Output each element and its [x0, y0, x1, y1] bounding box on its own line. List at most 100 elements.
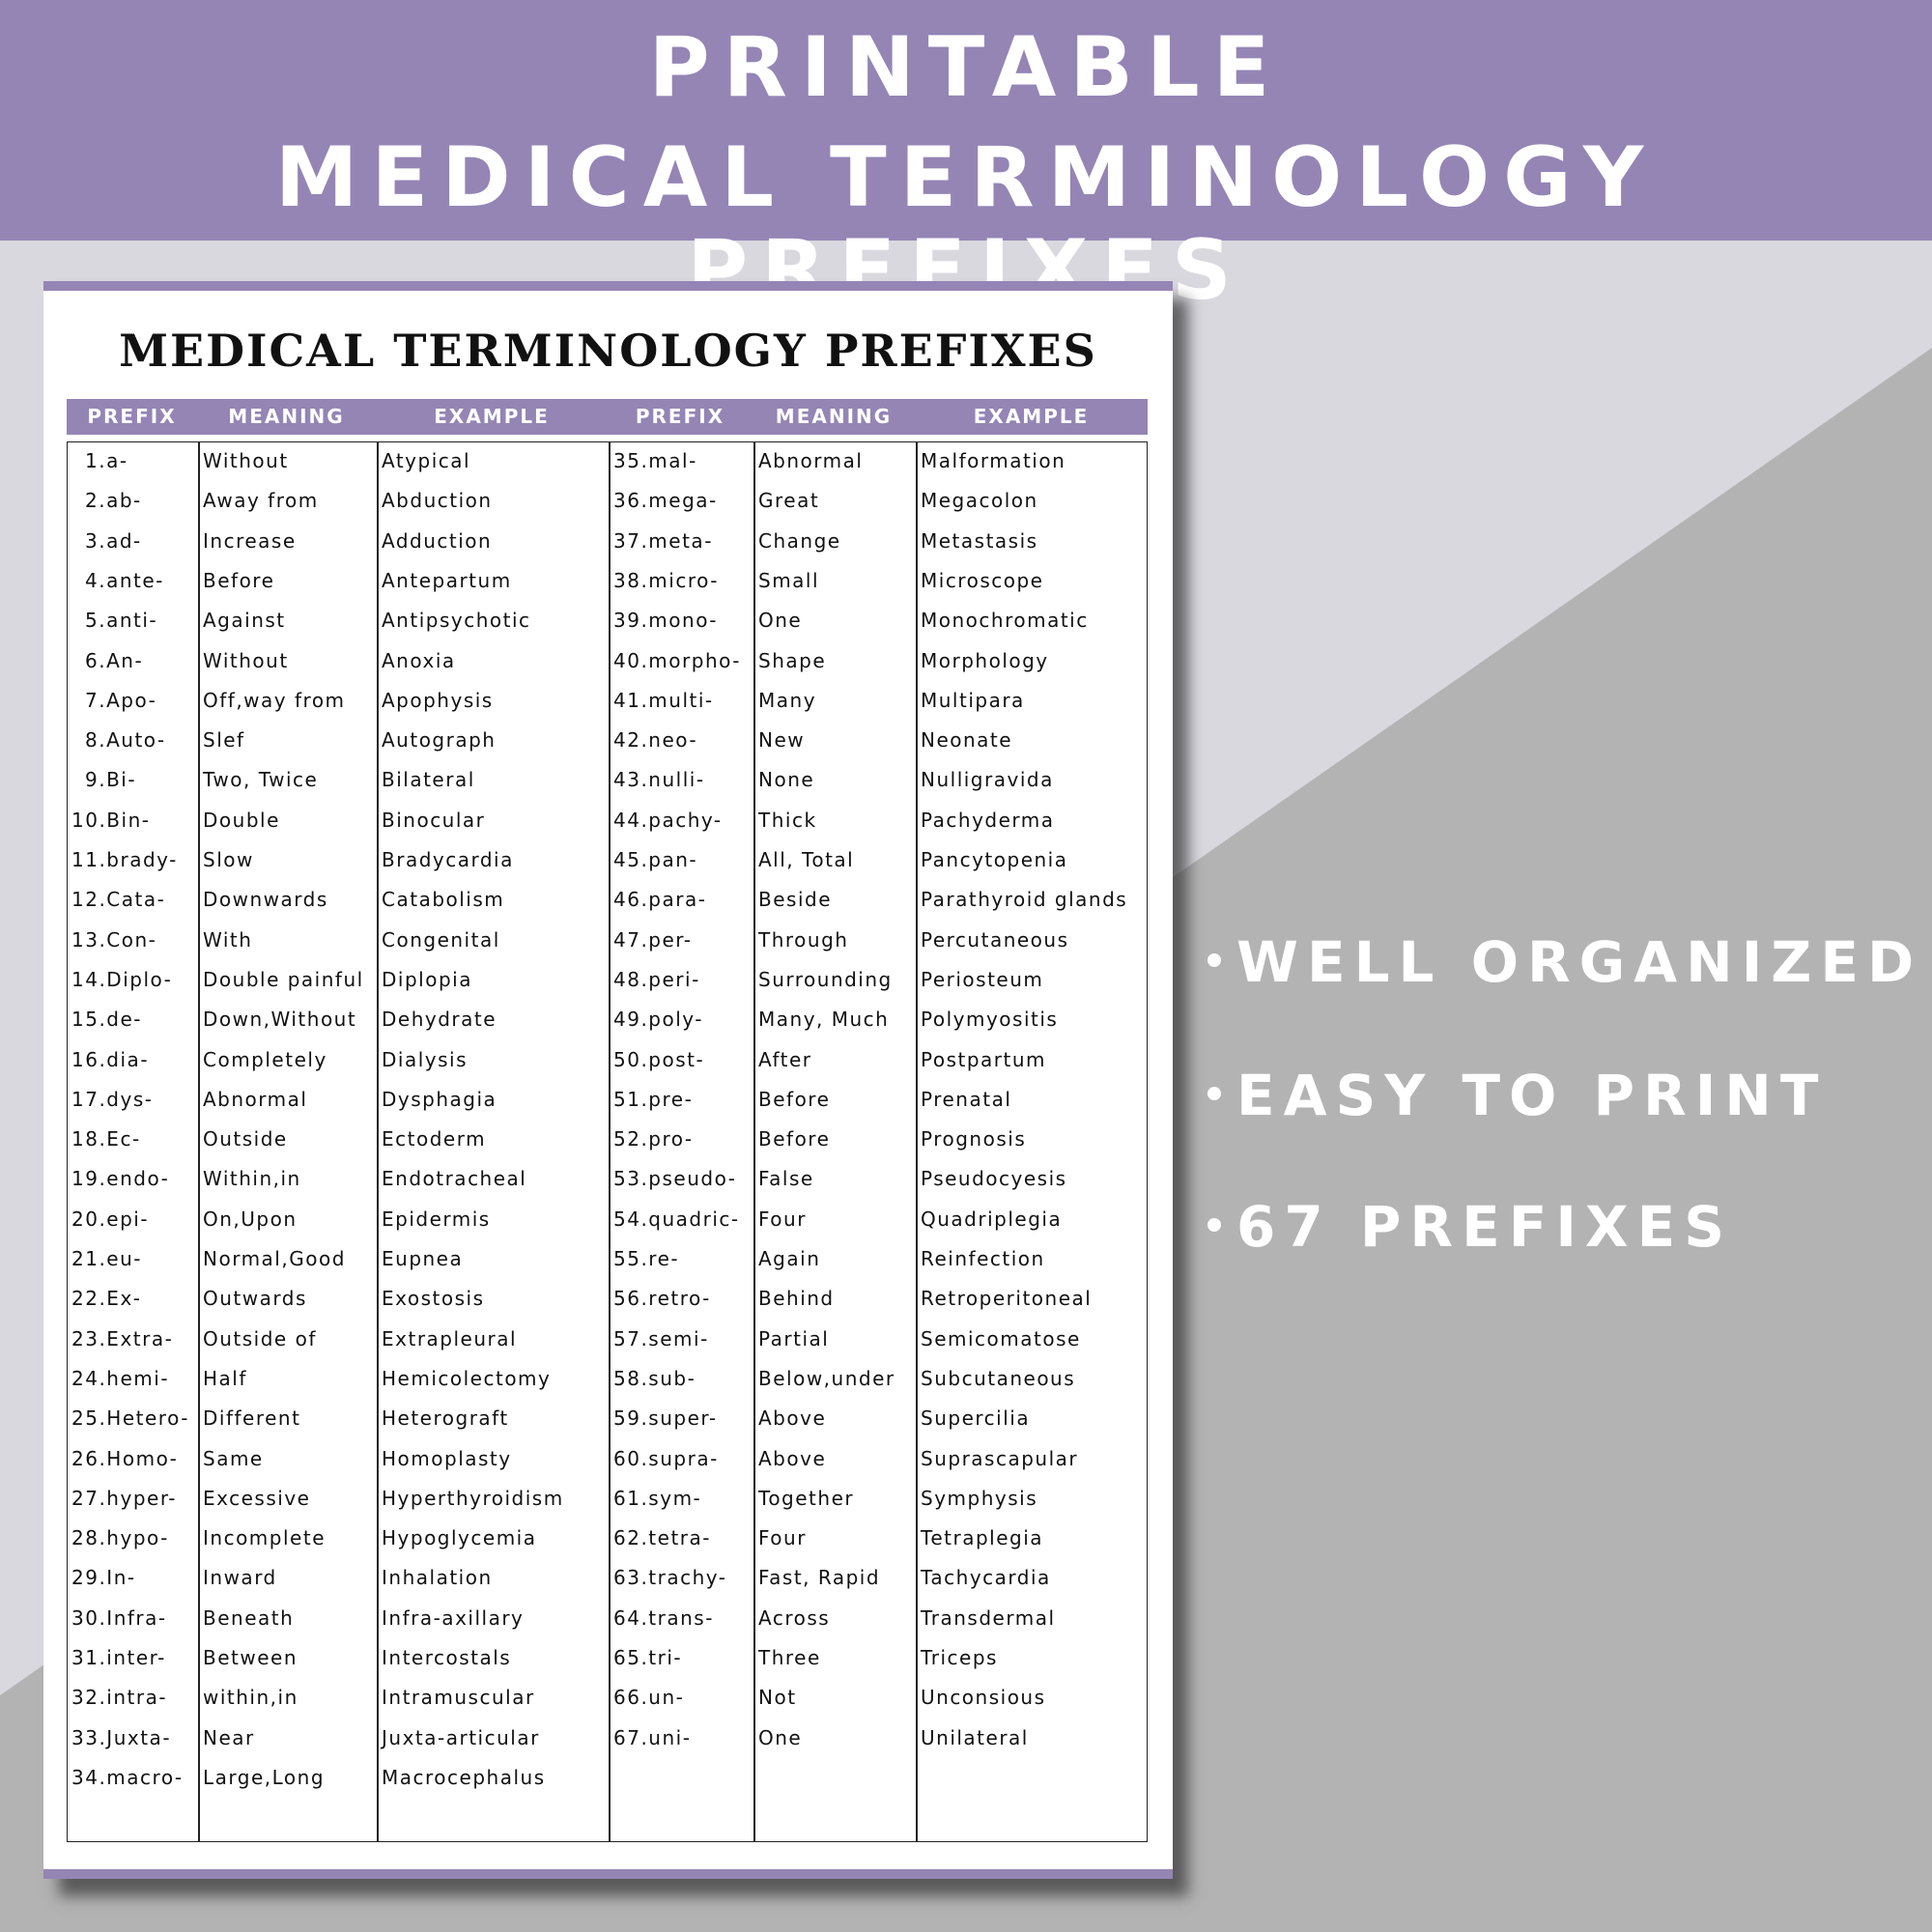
- prefix-cell: 16.dia-: [71, 1047, 150, 1071]
- example-cell: Intercostals: [382, 1646, 512, 1669]
- meaning-cell: Small: [758, 568, 820, 592]
- meaning-cell: Change: [758, 528, 841, 553]
- prefix-cell: 62.tetra-: [613, 1526, 711, 1550]
- prefix-cell: 36.mega-: [613, 489, 718, 513]
- example-cell: Metastasis: [921, 528, 1038, 553]
- example-cell: Extrapleural: [382, 1326, 518, 1350]
- banner-line-1: PRINTABLE: [648, 19, 1284, 116]
- meaning-cell: Incomplete: [203, 1526, 326, 1550]
- example-cell: Atypical: [382, 449, 471, 472]
- prefix-cell: 27.hyper-: [71, 1486, 177, 1510]
- example-cell: Autograph: [382, 728, 497, 753]
- example-cell: Apophysis: [382, 688, 494, 712]
- prefix-cell: 63.trachy-: [613, 1566, 727, 1590]
- example-cell: Pachyderma: [921, 808, 1055, 832]
- meaning-cell: Different: [203, 1406, 301, 1431]
- prefix-cell: 31.inter-: [71, 1646, 166, 1669]
- example-cell: Retroperitoneal: [921, 1287, 1093, 1311]
- bullet-icon: [1208, 1086, 1221, 1100]
- meaning-cell: Partial: [758, 1326, 830, 1350]
- example-cell: Prognosis: [921, 1127, 1027, 1151]
- example-cell: Morphology: [921, 648, 1049, 672]
- prefix-cell: 47.per-: [613, 927, 693, 952]
- header-example-2: EXAMPLE: [973, 405, 1090, 428]
- prefix-cell: 54.quadric-: [613, 1207, 740, 1231]
- meaning-cell: Four: [758, 1207, 807, 1231]
- prefix-cell: 33.Juxta-: [71, 1725, 172, 1749]
- meaning-cell: Fast, Rapid: [758, 1566, 881, 1590]
- prefix-cell: 44.pachy-: [613, 808, 723, 832]
- prefix-cell: 32.intra-: [71, 1686, 168, 1710]
- meaning-cell: Within,in: [203, 1167, 301, 1191]
- meaning-cell: After: [758, 1047, 812, 1071]
- prefix-cell: 49.poly-: [613, 1008, 703, 1032]
- meaning-cell: Below,under: [758, 1366, 895, 1390]
- meaning-cell: Beside: [758, 888, 833, 912]
- meaning-cell: Before: [203, 568, 275, 592]
- prefix-cell: 50.post-: [613, 1047, 705, 1071]
- example-cell: Anoxia: [382, 648, 456, 672]
- prefix-cell: 3.ad-: [85, 528, 142, 553]
- example-cell: Megacolon: [921, 489, 1038, 513]
- banner: PRINTABLE MEDICAL TERMINOLOGY PREFIXES: [0, 0, 1932, 317]
- example-cell: Antipsychotic: [382, 609, 531, 633]
- example-cell: Eupnea: [382, 1247, 464, 1270]
- prefix-cell: 43.nulli-: [613, 768, 705, 792]
- prefix-cell: 66.un-: [613, 1686, 685, 1710]
- example-cell: Antepartum: [382, 568, 512, 592]
- prefix-cell: 5.anti-: [85, 609, 158, 633]
- prefix-cell: 22.Ex-: [71, 1287, 142, 1311]
- prefix-cell: 67.uni-: [613, 1725, 692, 1749]
- prefix-cell: 8.Auto-: [85, 728, 166, 753]
- meaning-cell: Excessive: [203, 1486, 311, 1510]
- example-cell: Symphysis: [921, 1486, 1038, 1510]
- prefix-cell: 42.neo-: [613, 728, 698, 753]
- meaning-cell: Increase: [203, 528, 297, 553]
- meaning-cell: With: [203, 927, 253, 952]
- bullet-icon: [1208, 1217, 1221, 1232]
- meaning-cell: Again: [758, 1247, 821, 1270]
- example-cell: Juxta-articular: [382, 1725, 540, 1749]
- meaning-cell: Not: [758, 1686, 797, 1710]
- meaning-cell: Without: [203, 648, 289, 672]
- prefix-cell: 25.Hetero-: [71, 1406, 189, 1431]
- example-cell: Homoplasty: [382, 1446, 512, 1470]
- document-title: MEDICAL TERMINOLOGY PREFIXES: [119, 325, 1097, 377]
- example-cell: Tetraplegia: [921, 1526, 1044, 1550]
- prefix-cell: 13.Con-: [71, 927, 157, 952]
- meaning-cell: Slef: [203, 728, 245, 753]
- meaning-cell: Two, Twice: [203, 768, 319, 792]
- prefix-cell: 20.epi-: [71, 1207, 150, 1231]
- meaning-cell: Inward: [203, 1566, 277, 1590]
- meaning-cell: Near: [203, 1725, 255, 1749]
- meaning-cell: Between: [203, 1646, 298, 1669]
- prefix-cell: 4.ante-: [85, 568, 164, 592]
- column-divider: [198, 442, 200, 1841]
- example-cell: Monochromatic: [921, 609, 1089, 633]
- meaning-cell: Thick: [758, 808, 817, 832]
- prefix-cell: 26.Homo-: [71, 1446, 179, 1470]
- meaning-cell: Without: [203, 449, 289, 472]
- prefix-cell: 15.de-: [71, 1008, 143, 1032]
- prefix-cell: 9.Bi-: [85, 768, 137, 792]
- meaning-cell: Behind: [758, 1287, 835, 1311]
- example-cell: Adduction: [382, 528, 493, 553]
- example-cell: Dehydrate: [382, 1008, 497, 1032]
- meaning-cell: Double painful: [203, 967, 364, 991]
- prefix-cell: 45.pan-: [613, 848, 698, 871]
- feature-item: EASY TO PRINT: [1208, 1063, 1827, 1128]
- meaning-cell: Downwards: [203, 888, 328, 912]
- example-cell: Reinfection: [921, 1247, 1045, 1270]
- meaning-cell: Abnormal: [203, 1087, 308, 1111]
- example-cell: Hemicolectomy: [382, 1366, 552, 1390]
- meaning-cell: Before: [758, 1087, 831, 1111]
- prefix-cell: 51.pre-: [613, 1087, 694, 1111]
- example-cell: Suprascapular: [921, 1446, 1079, 1470]
- example-cell: Unconsious: [921, 1686, 1046, 1710]
- example-cell: Dialysis: [382, 1047, 469, 1071]
- meaning-cell: Three: [758, 1646, 821, 1669]
- example-cell: Abduction: [382, 489, 493, 513]
- meaning-cell: Before: [758, 1127, 831, 1151]
- meaning-cell: One: [758, 1725, 803, 1749]
- example-cell: Malformation: [921, 449, 1066, 472]
